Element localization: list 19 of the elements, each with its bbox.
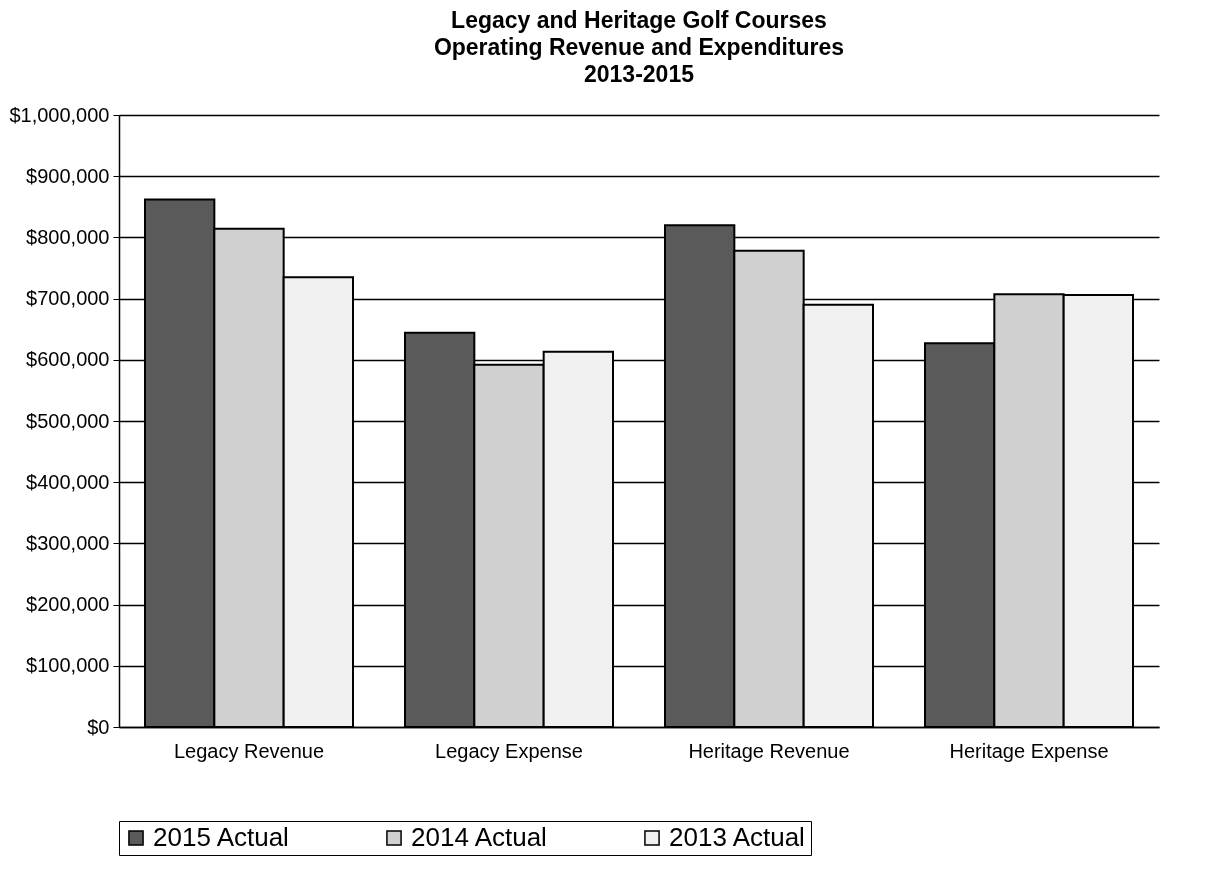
x-tick-label: Legacy Expense — [435, 739, 583, 762]
y-tick-label: $400,000 — [26, 470, 110, 493]
y-tick-label: $200,000 — [26, 593, 110, 616]
legend-label: 2013 Actual — [669, 822, 805, 852]
chart-title: Legacy and Heritage Golf Courses Operating Revenue and Expenditures 2013-2015 — [433, 7, 845, 87]
y-tick-label: $800,000 — [26, 225, 110, 248]
y-tick-label: $600,000 — [26, 348, 110, 371]
legend-label: 2015 Actual — [153, 822, 289, 852]
x-tick-label: Heritage Revenue — [688, 739, 850, 762]
x-tick-label: Heritage Expense — [949, 739, 1109, 762]
y-tick-label: $300,000 — [26, 531, 110, 554]
y-tick-label: $0 — [87, 715, 110, 738]
legend-label: 2014 Actual — [411, 822, 547, 852]
y-tick-label: $100,000 — [26, 654, 110, 677]
y-tick-label: $700,000 — [26, 287, 110, 310]
y-tick-label: $900,000 — [26, 164, 110, 187]
y-tick-label: $500,000 — [26, 409, 110, 432]
x-tick-label: Legacy Revenue — [173, 739, 325, 762]
y-tick-label: $1,000,000 — [9, 103, 110, 126]
